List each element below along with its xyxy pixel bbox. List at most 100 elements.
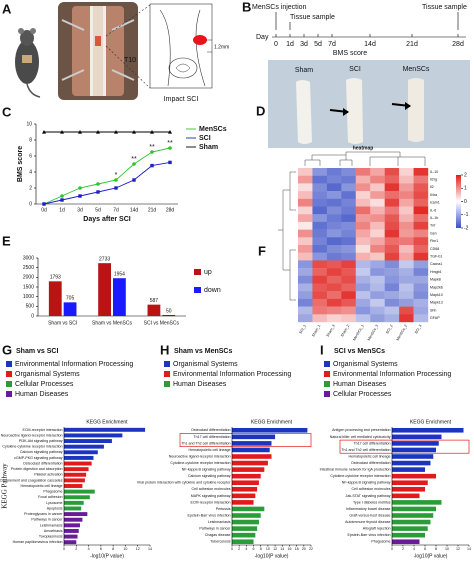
marker — [150, 163, 154, 168]
x-tick-label: SCI vs MenSCs — [144, 320, 180, 326]
heatmap-cell — [370, 221, 385, 230]
panel-letter: F — [258, 243, 266, 258]
bar — [64, 528, 79, 533]
heatmap-cell — [384, 214, 400, 223]
heatmap-cell — [370, 237, 385, 246]
heatmap-cell — [370, 298, 385, 307]
bar — [64, 517, 83, 522]
heatmap-cell — [413, 191, 429, 199]
y-tick-label: 3000 — [23, 255, 34, 261]
x-axis-label: -log10(P value) — [90, 553, 124, 559]
timeline-day: 0 — [274, 41, 278, 48]
heatmap-cell — [370, 198, 385, 207]
data-label: 705 — [66, 296, 75, 302]
bar — [64, 495, 90, 500]
y-tick-label: 10 — [26, 121, 32, 127]
x-axis-label: -log10(P value) — [255, 553, 289, 559]
heatmap-cell — [384, 229, 400, 238]
heatmap-cell — [341, 283, 356, 292]
pathway-label: Pathways in cancer — [31, 518, 63, 522]
marker — [132, 130, 136, 134]
bar — [162, 315, 176, 316]
heatmap-cell — [341, 214, 356, 223]
pathway-label: Chagas disease — [205, 533, 231, 537]
x-tick-label: 2 — [238, 547, 240, 551]
heatmap-cell — [399, 306, 414, 315]
row-label: Tnf — [430, 224, 435, 228]
heatmap-cell — [326, 298, 342, 307]
bar — [392, 467, 425, 472]
heatmap-cell — [370, 252, 385, 261]
heatmap-cell — [326, 275, 342, 284]
marker — [150, 130, 154, 134]
panel-letter: G — [2, 342, 12, 357]
heatmap-cell — [355, 221, 371, 230]
x-tick-label: 12 — [136, 547, 140, 551]
heatmap-cell — [326, 283, 342, 292]
x-tick-label: 3d — [77, 207, 83, 213]
heatmap-cell — [326, 191, 342, 199]
column-dendrogram — [304, 151, 426, 166]
heatmap-cell — [341, 245, 356, 253]
x-tick-label: 6 — [253, 547, 255, 551]
heatmap-cell — [399, 291, 414, 300]
heatmap-cell — [341, 275, 356, 284]
pathway-label: Autoimmune thyroid disease — [345, 520, 390, 524]
heatmap-cell — [399, 175, 414, 184]
x-tick-label: 12 — [456, 547, 460, 551]
heatmap-cell — [298, 198, 313, 207]
heatmap-cell — [413, 306, 429, 315]
pathway-label: Type I diabetes mellitus — [353, 500, 391, 504]
column-label: Sham_1 — [311, 324, 321, 338]
row-label: Il2rg — [430, 178, 437, 182]
heatmap-cell — [341, 221, 356, 230]
x-tick-label: 0 — [391, 547, 393, 551]
zoom-lines — [105, 4, 151, 89]
row-label: CD68 — [430, 247, 439, 251]
timeline-label: Day — [256, 34, 269, 41]
heatmap-cell — [298, 237, 313, 246]
marker — [78, 130, 82, 134]
panel-letter: D — [256, 103, 265, 118]
heatmap-cell — [370, 183, 385, 192]
heatmap-cell — [384, 221, 400, 230]
pathway-label: MAPK signaling pathway — [191, 494, 231, 498]
heatmap-cell — [413, 175, 429, 184]
pathway-label: Cell adhesion molecules — [192, 487, 231, 491]
heatmap-cell — [384, 291, 400, 300]
heatmap-cell — [326, 214, 342, 223]
x-tick-label: 0 — [63, 547, 65, 551]
heatmap-cell — [298, 275, 313, 284]
bar — [392, 513, 434, 518]
row-label: Fbn1 — [430, 239, 438, 243]
column-label: MenSCs_3 — [367, 324, 379, 341]
y-axis-label: BMS score — [17, 146, 24, 182]
bar — [232, 486, 258, 492]
bar — [392, 454, 434, 459]
pathway-label: Osteoclast differentiation — [351, 461, 391, 465]
colorbar-label: 1 — [464, 186, 467, 192]
bar — [392, 539, 420, 545]
heatmap-cell — [298, 314, 313, 323]
heatmap-cell — [413, 275, 429, 284]
y-tick-label: 0 — [31, 313, 34, 319]
x-tick-label: 20 — [302, 547, 306, 551]
bar — [232, 454, 272, 459]
row-label: GFAP — [430, 316, 440, 320]
heatmap-cell — [355, 268, 371, 276]
y-tick-label: 1500 — [23, 284, 34, 290]
heatmap-cell — [298, 245, 313, 253]
marker — [132, 178, 136, 182]
x-tick-label: 10 — [123, 547, 127, 551]
heatmap-cell — [298, 260, 313, 269]
heatmap-cell — [399, 221, 414, 230]
pathway-label: cGMP-PKG signaling pathway — [14, 456, 63, 460]
heatmap-cell — [341, 260, 356, 269]
marker — [60, 198, 64, 202]
heatmap-cell — [312, 214, 328, 223]
heatmap-cell — [384, 260, 400, 269]
bar — [232, 447, 270, 453]
y-tick-label: 2500 — [23, 265, 34, 271]
pathway-label: Jak-STAT signaling pathway — [346, 494, 391, 498]
y-tick-label: 1000 — [23, 294, 34, 300]
